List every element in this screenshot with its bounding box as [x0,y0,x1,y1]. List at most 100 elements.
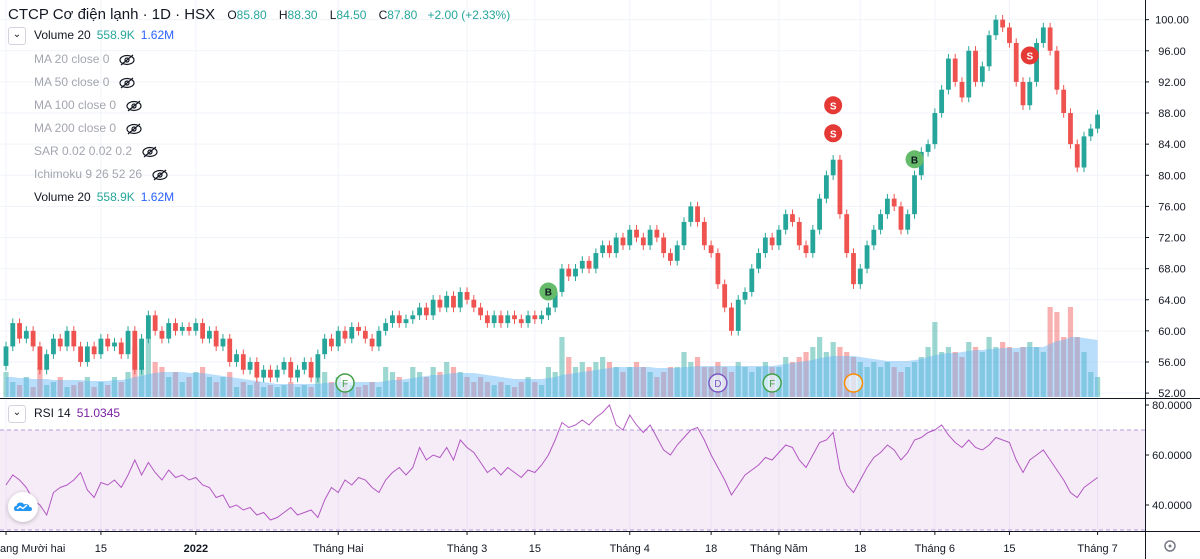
volume-bar [37,367,43,397]
event-marker-label: F [769,379,775,390]
volume-bar [606,362,613,397]
time-tick-label: Tháng 6 [915,543,955,555]
eye-off-icon[interactable] [142,146,158,158]
eye-off-icon[interactable] [119,54,135,66]
volume-bar [281,385,287,397]
candle-body [756,253,761,269]
volume-legend-bottom[interactable]: Volume 20 558.9K 1.62M [34,188,174,206]
candle-body [51,338,56,355]
volume-bar [566,357,572,397]
chevron-down-icon[interactable]: ⌄ [8,405,26,423]
candle-body [471,299,477,308]
time-tick-label: Tháng Hai [313,543,364,555]
change-value: +2.00 (+2.33%) [427,8,511,22]
rsi-legend[interactable]: ⌄ RSI 14 51.0345 [8,405,120,423]
indicator-ichimoku[interactable]: Ichimoku 9 26 52 26 [34,165,168,183]
volume-bar [71,385,77,397]
price-tick-label: 100.00 [1155,15,1189,27]
volume-bar [735,362,741,397]
candle-body [349,326,355,339]
rsi-tick-label: 80.0000 [1152,400,1192,412]
volume-bar [552,372,558,397]
candle-body [986,35,992,67]
volume-bar [891,367,897,397]
candle-body [362,330,368,339]
candle-body [240,354,246,370]
volume-bar [369,382,375,397]
indicator-ma50[interactable]: MA 50 close 0 [34,73,135,91]
indicator-ma20[interactable]: MA 20 close 0 [34,50,135,68]
price-tick-label: 68.00 [1158,264,1186,276]
volume-bar [1006,347,1013,397]
candle-body [749,268,755,292]
candle-body [410,315,416,320]
candle-body [1013,43,1019,82]
candle-body [607,245,612,254]
volume-bar [118,382,124,397]
candle-body [234,354,239,362]
indicator-ma100[interactable]: MA 100 close 0 [34,96,142,114]
volume-bar [200,367,206,397]
volume-bar [349,385,355,397]
indicator-sar[interactable]: SAR 0.02 0.02 0.2 [34,142,158,160]
candle-body [600,245,606,254]
candle-body [498,315,504,324]
eye-off-icon[interactable] [126,123,142,135]
indicator-ma200[interactable]: MA 200 close 0 [34,119,142,137]
chevron-down-icon[interactable]: ⌄ [8,26,26,45]
candle-body [84,346,90,362]
candle-body [1054,50,1060,90]
volume-bar [1013,352,1019,397]
volume-bar [77,382,84,397]
candle-body [1081,136,1087,168]
candle-body [1034,43,1039,82]
candle-body [112,342,117,347]
candle-body [457,291,463,308]
time-tick-label: 15 [529,543,541,555]
candle-body [30,330,36,347]
volume-bar [91,387,97,397]
volume-bar [267,385,274,397]
volume-bar [532,382,538,397]
volume-legend-top[interactable]: ⌄ Volume 20 558.9K 1.62M [8,26,174,45]
volume-bar [559,337,565,397]
eye-off-icon[interactable] [126,100,142,112]
volume-bar [640,367,646,397]
candle-body [1047,27,1053,51]
candle-body [98,338,104,355]
volume-bar [464,377,470,397]
eye-off-icon[interactable] [119,77,135,89]
eye-off-icon[interactable] [152,169,168,181]
candle-body [159,330,165,339]
volume-bar [918,357,924,397]
close-value: 87.80 [387,8,418,22]
volume-bar [491,385,497,397]
candle-body [979,66,985,82]
tradingview-logo[interactable] [8,492,38,522]
volume-bar [1074,337,1080,397]
volume-bar [193,372,199,397]
candle-body [478,307,483,316]
volume-bar [50,382,57,397]
candle-body [620,237,626,246]
candle-body [762,237,768,254]
symbol-title[interactable]: CTCP Cơ điện lạnh · 1D · HSX [8,6,216,23]
candle-body [315,354,321,378]
candle-body [552,291,558,308]
volume-bar [647,372,653,397]
price-tick-label: 60.00 [1158,326,1186,338]
rsi-line [5,404,1098,521]
candle-body [173,323,178,331]
candle-body [132,330,138,370]
price-tick-label: 64.00 [1158,295,1186,307]
volume-label: Volume 20 [34,28,91,42]
sell-marker-label: S [830,129,837,140]
candle-body [810,229,816,254]
candle-body [179,326,185,331]
candle-body [17,323,22,339]
candle-body [817,198,822,230]
volume-bar [939,352,945,397]
candle-body [390,315,395,324]
volume-bar [288,382,294,397]
